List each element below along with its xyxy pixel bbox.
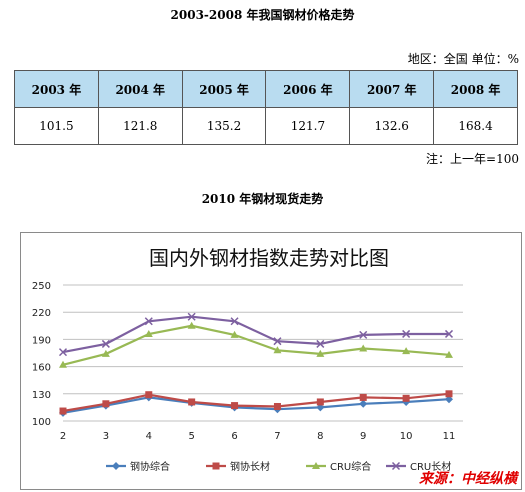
legend-label: 钢协综合 xyxy=(130,460,170,473)
data-point xyxy=(359,344,368,352)
data-point xyxy=(187,321,196,329)
chart-svg: 国内外钢材指数走势对比图 100 130 160 190 220 250 2 3 4 5 6 7 8 9 10… xyxy=(32,246,463,473)
legend-marker xyxy=(312,462,320,469)
price-value: 168.4 xyxy=(433,107,518,145)
legend-marker xyxy=(112,462,120,470)
table-meta: 地区：全国 单位：% xyxy=(407,52,519,66)
data-point xyxy=(101,349,110,357)
x-tick-label: 11 xyxy=(443,431,456,442)
series-line xyxy=(62,392,450,413)
legend-label: CRU长材 xyxy=(410,460,451,473)
x-tick-label: 3 xyxy=(103,431,109,442)
data-point xyxy=(402,329,411,338)
table-note: 注：上一年=100 xyxy=(426,152,519,166)
data-point xyxy=(444,329,454,338)
data-point xyxy=(144,317,153,326)
data-point xyxy=(144,329,153,337)
x-tick-label: 2 xyxy=(60,431,66,442)
y-tick-label: 100 xyxy=(32,417,51,428)
data-point xyxy=(445,390,453,398)
data-point xyxy=(273,337,282,346)
section-title: 2010 年钢材现货走势 xyxy=(201,192,324,206)
data-point xyxy=(273,346,282,354)
price-table-header-row: 2003 年 2004 年 2005 年 2006 年 2007 年 2008 … xyxy=(14,70,518,108)
x-tick-label: 8 xyxy=(317,431,323,442)
legend-marker xyxy=(391,461,401,471)
x-tick-label: 9 xyxy=(360,431,366,442)
data-point xyxy=(231,402,239,410)
price-value: 101.5 xyxy=(14,107,99,145)
year-header: 2007 年 xyxy=(349,70,435,108)
y-tick-label: 160 xyxy=(32,363,51,374)
data-point xyxy=(359,399,368,408)
data-point xyxy=(188,398,196,406)
data-point xyxy=(316,398,324,406)
data-point xyxy=(230,330,239,338)
legend-label: CRU综合 xyxy=(330,460,371,473)
series-line xyxy=(62,324,450,366)
y-tick-label: 190 xyxy=(32,335,51,346)
x-tick-label: 5 xyxy=(188,431,194,442)
data-point xyxy=(101,339,110,348)
y-tick-label: 220 xyxy=(32,308,51,319)
data-point xyxy=(102,400,110,408)
legend-marker xyxy=(212,462,220,470)
y-tick-label: 250 xyxy=(32,281,51,292)
price-table: 2003 年 2004 年 2005 年 2006 年 2007 年 2008 … xyxy=(14,70,518,145)
price-value: 132.6 xyxy=(349,107,435,145)
series-line xyxy=(62,315,449,354)
price-value: 121.8 xyxy=(97,107,183,145)
x-tick-label: 7 xyxy=(274,431,280,442)
price-table-value-row: 101.5 121.8 135.2 121.7 132.6 168.4 xyxy=(14,107,518,145)
data-point xyxy=(59,407,67,415)
data-point xyxy=(230,317,239,326)
data-point xyxy=(316,339,325,348)
y-tick-label: 130 xyxy=(32,390,51,401)
data-point xyxy=(59,360,67,368)
line-chart: 国内外钢材指数走势对比图 100 130 160 190 220 250 2 3 4 5 6 7 8 9 10… xyxy=(20,232,522,490)
data-point xyxy=(402,394,410,402)
x-tick-label: 6 xyxy=(231,431,237,442)
data-point xyxy=(359,330,368,339)
data-point xyxy=(445,350,453,358)
chart-title: 国内外钢材指数走势对比图 xyxy=(149,246,389,270)
data-point xyxy=(187,312,196,321)
series-line xyxy=(62,396,450,414)
price-value: 121.7 xyxy=(265,107,351,145)
data-point xyxy=(145,391,153,399)
year-header: 2003 年 xyxy=(14,70,99,108)
x-tick-label: 10 xyxy=(400,431,413,442)
legend-label: 钢协长材 xyxy=(230,460,270,473)
doc-title: 2003-2008 年我国钢材价格走势 xyxy=(170,8,355,22)
year-header: 2005 年 xyxy=(181,70,267,108)
data-point xyxy=(402,347,411,355)
data-point xyxy=(445,395,453,404)
data-point xyxy=(359,393,367,401)
source-label: 来源：中经纵横 xyxy=(419,471,517,487)
data-point xyxy=(273,402,281,410)
year-header: 2004 年 xyxy=(97,70,183,108)
year-header: 2008 年 xyxy=(433,70,518,108)
price-value: 135.2 xyxy=(181,107,267,145)
data-point xyxy=(58,348,68,357)
data-point xyxy=(316,349,325,357)
year-header: 2006 年 xyxy=(265,70,351,108)
x-tick-label: 4 xyxy=(146,431,152,442)
